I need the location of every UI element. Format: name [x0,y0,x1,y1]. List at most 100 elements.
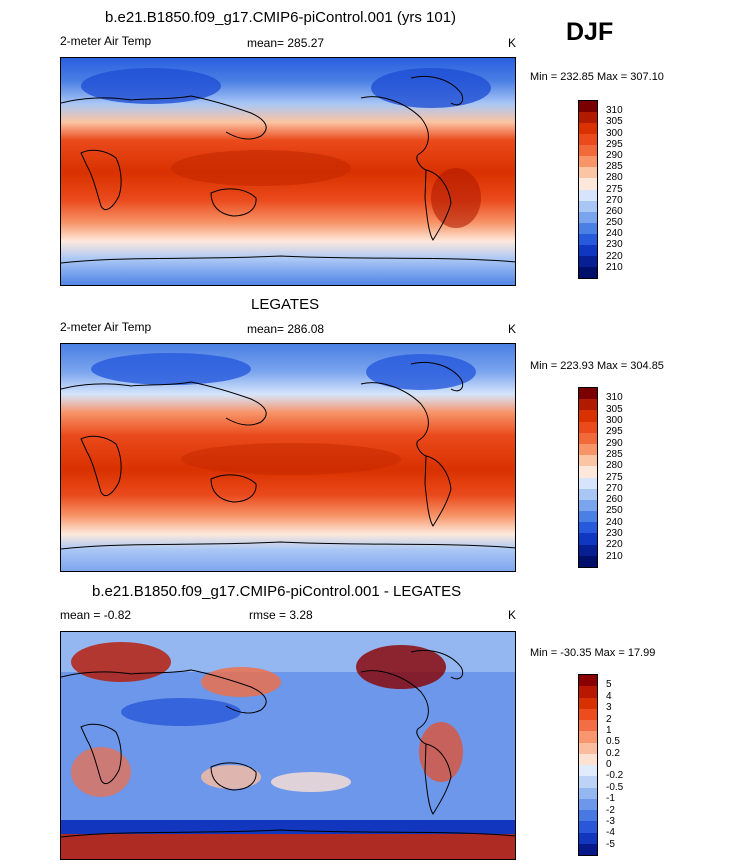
colorbar-tick-label: 4 [606,690,612,702]
colorbar-tick-label: 305 [606,403,623,415]
panel-2-variable: 2-meter Air Temp [60,320,152,334]
colorbar-swatch [579,753,597,765]
colorbar-tick-label: 2 [606,713,612,725]
colorbar-swatch [579,708,597,720]
panel-3-colorbar [578,674,598,856]
colorbar-swatch [579,167,597,179]
colorbar-tick-label: 280 [606,460,623,472]
panel-1-units: K [508,36,517,50]
panel-3-rmse: rmse = 3.28 [249,608,313,622]
panel-2-title: LEGATES [251,296,320,313]
colorbar-swatch [579,697,597,709]
colorbar-tick-label: 285 [606,448,623,460]
panel-1-colorbar [578,100,598,279]
colorbar-tick-label: 230 [606,528,623,540]
colorbar-swatch [579,266,597,278]
colorbar-tick-label: 240 [606,516,623,528]
colorbar-swatch [579,134,597,146]
colorbar-swatch [579,787,597,799]
colorbar-tick-label: 290 [606,437,623,449]
colorbar-swatch [579,686,597,698]
colorbar-swatch [579,200,597,212]
colorbar-swatch [579,765,597,777]
panel-1-title: b.e21.B1850.f09_g17.CMIP6-piControl.001 … [105,9,457,26]
colorbar-swatch [579,244,597,256]
colorbar-swatch [579,798,597,810]
colorbar-swatch [579,533,597,545]
colorbar-tick-label: -4 [606,827,615,839]
colorbar-swatch [579,421,597,433]
colorbar-swatch [579,388,597,400]
colorbar-tick-label: 250 [606,505,623,517]
colorbar-swatch [579,544,597,556]
colorbar-swatch [579,821,597,833]
colorbar-tick-label: 295 [606,426,623,438]
colorbar-tick-label: 1 [606,724,612,736]
colorbar-swatch [579,178,597,190]
colorbar-tick-label: 270 [606,482,623,494]
panel-3-difference-map [60,631,516,860]
panel-3-minmax: Min = -30.35 Max = 17.99 [530,647,656,659]
colorbar-swatch [579,499,597,512]
colorbar-swatch [579,233,597,245]
season-label: DJF [566,18,614,46]
colorbar-swatch [579,511,597,523]
colorbar-tick-label: 250 [606,217,623,229]
colorbar-swatch [579,156,597,168]
colorbar-swatch [579,399,597,411]
colorbar-swatch [579,189,597,201]
colorbar-tick-label: -0.5 [606,781,624,793]
colorbar-swatch [579,466,597,478]
colorbar-tick-label: 0.5 [606,736,620,748]
colorbar-swatch [579,145,597,157]
colorbar-swatch [579,112,597,124]
colorbar-swatch [579,443,597,456]
panel-2-units: K [508,322,517,336]
colorbar-swatch [579,123,597,135]
colorbar-tick-label: 300 [606,127,623,139]
colorbar-tick-label: 210 [606,261,623,273]
colorbar-tick-label: 305 [606,116,623,128]
colorbar-swatch [579,222,597,234]
panel-3-units: K [508,608,517,622]
colorbar-tick-label: 0 [606,759,612,770]
panel-3-mean: mean = -0.82 [60,608,132,622]
colorbar-tick-label: 280 [606,172,623,184]
colorbar-swatch [579,211,597,223]
colorbar-tick-label: 220 [606,250,623,262]
colorbar-tick-label: 275 [606,183,623,195]
panel-2-mean: mean= 286.08 [247,322,325,336]
colorbar-swatch [579,776,597,788]
panel-3-title: b.e21.B1850.f09_g17.CMIP6-piControl.001 … [92,583,462,600]
colorbar-swatch [579,810,597,822]
colorbar-tick-label: 295 [606,138,623,150]
colorbar-tick-label: -1 [606,793,615,805]
colorbar-swatch [579,675,597,687]
colorbar-swatch [579,742,597,754]
colorbar-swatch [579,522,597,534]
colorbar-tick-label: 220 [606,539,623,551]
colorbar-swatch [579,455,597,467]
colorbar-tick-label: -5 [606,838,615,850]
colorbar-swatch [579,720,597,732]
colorbar-tick-label: 290 [606,149,623,161]
colorbar-swatch [579,832,597,844]
colorbar-swatch [579,843,597,855]
colorbar-swatch [579,255,597,267]
panel-1-mean: mean= 285.27 [247,36,325,50]
panel-1-variable: 2-meter Air Temp [60,34,152,48]
colorbar-tick-label: 5 [606,679,612,691]
colorbar-tick-label: 240 [606,228,623,240]
colorbar-tick-label: 310 [606,105,623,117]
colorbar-swatch [579,488,597,500]
colorbar-tick-label: 260 [606,494,623,506]
panel-2-observed-map [60,343,516,572]
panel-2-minmax: Min = 223.93 Max = 304.85 [530,360,664,372]
panel-1-model-map [60,57,516,286]
panel-1-minmax: Min = 232.85 Max = 307.10 [530,71,664,83]
colorbar-tick-label: 230 [606,239,623,251]
colorbar-swatch [579,555,597,567]
colorbar-tick-label: 210 [606,550,623,562]
colorbar-tick-label: 0.2 [606,747,620,759]
colorbar-swatch [579,731,597,743]
